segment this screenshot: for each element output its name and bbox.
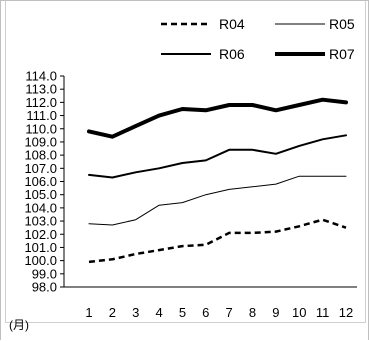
- legend-label-r07: R07: [329, 46, 355, 62]
- y-tick-label: 113.0: [25, 82, 57, 97]
- y-tick-label: 103.0: [24, 214, 57, 229]
- x-tick-label: 10: [292, 305, 306, 320]
- y-tick-label: 101.0: [24, 240, 57, 255]
- x-axis: 1 2 3 4 5 6 7 8 9 10 11 12: [64, 286, 357, 320]
- legend-label-r05: R05: [329, 16, 355, 32]
- series-line-r06: [88, 134, 347, 179]
- y-tick-label: 112.0: [25, 95, 57, 110]
- series-line-r07: [87, 97, 348, 139]
- y-axis: 98.099.0100.0101.0102.0103.0104.0105.010…: [24, 69, 65, 295]
- y-tick-label: 111.0: [26, 108, 57, 123]
- x-tick-label: 3: [132, 305, 139, 320]
- y-tick-label: 100.0: [24, 253, 57, 268]
- x-tick-label: 7: [226, 305, 233, 320]
- series-line-r05: [88, 175, 347, 226]
- series-lines: [87, 97, 348, 264]
- y-tick-label: 108.0: [24, 148, 57, 163]
- legend: R04 R05 R06 R07: [161, 16, 355, 62]
- y-tick-label: 102.0: [24, 227, 57, 242]
- y-tick-label: 107.0: [24, 161, 57, 176]
- x-tick-label: 2: [109, 305, 116, 320]
- y-tick-label: 99.0: [32, 266, 57, 281]
- legend-label-r04: R04: [219, 16, 245, 32]
- series-line-r04: [88, 218, 347, 264]
- y-tick-label: 109.0: [24, 134, 57, 149]
- x-unit-label: (月): [9, 318, 29, 332]
- legend-label-r06: R06: [219, 46, 245, 62]
- x-tick-label: 6: [202, 305, 209, 320]
- y-tick-label: 114.0: [25, 69, 57, 84]
- y-tick-label: 98.0: [32, 280, 57, 295]
- plot-frame: [5, 1, 366, 323]
- x-tick-label: 8: [249, 305, 256, 320]
- x-tick-label: 4: [155, 305, 162, 320]
- x-tick-label: 1: [85, 305, 92, 320]
- y-tick-label: 110.0: [25, 121, 57, 136]
- y-tick-label: 105.0: [24, 187, 57, 202]
- x-tick-label: 9: [272, 305, 279, 320]
- x-tick-label: 5: [179, 305, 186, 320]
- y-tick-label: 104.0: [24, 200, 57, 215]
- x-tick-label: 12: [339, 305, 353, 320]
- x-tick-label: 11: [316, 305, 330, 320]
- y-tick-label: 106.0: [24, 174, 57, 189]
